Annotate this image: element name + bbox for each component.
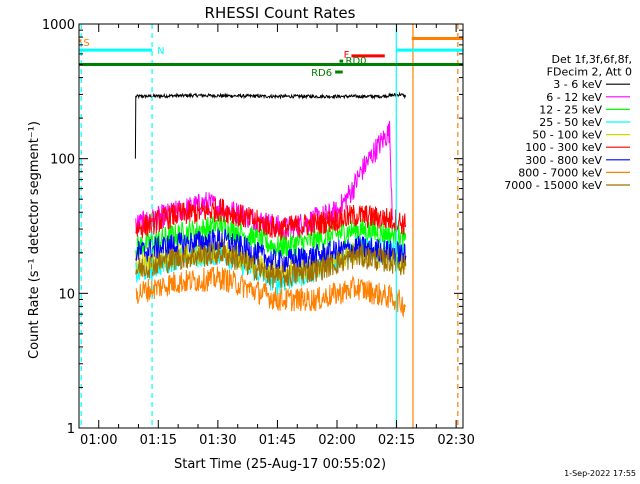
x-tick-label: 02:00 xyxy=(318,433,355,448)
y-tick-label: 1000 xyxy=(42,18,75,33)
legend-label-800-7000-kev: 800 - 7000 keV xyxy=(518,166,602,179)
flag-label-f: F xyxy=(344,50,350,61)
series-line-7000-15000-kev xyxy=(135,241,407,288)
series-line-100-300-kev xyxy=(135,198,407,241)
legend: Det 1f,3f,6f,8f,FDecim 2, Att 03 - 6 keV… xyxy=(504,53,632,192)
x-tick-label: 02:15 xyxy=(378,433,415,448)
legend-label-7000-15000-kev: 7000 - 15000 keV xyxy=(504,179,602,192)
legend-label-6-12-kev: 6 - 12 keV xyxy=(546,91,602,104)
y-axis-label: Count Rate (s⁻¹ detector segment⁻¹) xyxy=(27,121,42,359)
legend-label-50-100-kev: 50 - 100 keV xyxy=(532,129,602,142)
legend-label-100-300-kev: 100 - 300 keV xyxy=(525,141,602,154)
flag-label-s: S xyxy=(83,38,89,49)
legend-label-3-6-kev: 3 - 6 keV xyxy=(553,78,602,91)
x-tick-label: 01:15 xyxy=(140,433,177,448)
x-tick-label: 01:45 xyxy=(259,433,296,448)
x-axis-label: Start Time (25-Aug-17 00:55:02) xyxy=(174,457,386,472)
flag-label-rd6: RD6 xyxy=(311,68,332,79)
x-tick-label: 02:30 xyxy=(437,433,474,448)
chart-title: RHESSI Count Rates xyxy=(205,4,356,22)
x-tick-label: 01:00 xyxy=(80,433,117,448)
y-tick-label: 10 xyxy=(58,287,75,302)
flag-label-n: N xyxy=(157,46,164,57)
y-tick-label: 1 xyxy=(67,422,75,437)
legend-header-line: FDecim 2, Att 0 xyxy=(547,66,632,79)
legend-header-line: Det 1f,3f,6f,8f, xyxy=(551,53,632,66)
legend-label-12-25-kev: 12 - 25 keV xyxy=(539,103,602,116)
flag-label-rd0: RD0 xyxy=(346,56,367,67)
series-line-800-7000-kev xyxy=(135,266,407,319)
y-tick-label: 100 xyxy=(50,153,75,168)
legend-label-300-800-kev: 300 - 800 keV xyxy=(525,154,602,167)
x-tick-label: 01:30 xyxy=(199,433,236,448)
series-line-3-6-kev xyxy=(134,91,407,159)
plot-frame xyxy=(78,23,464,429)
legend-label-25-50-kev: 25 - 50 keV xyxy=(539,116,602,129)
footer-timestamp: 1-Sep-2022 17:55 xyxy=(564,469,636,478)
